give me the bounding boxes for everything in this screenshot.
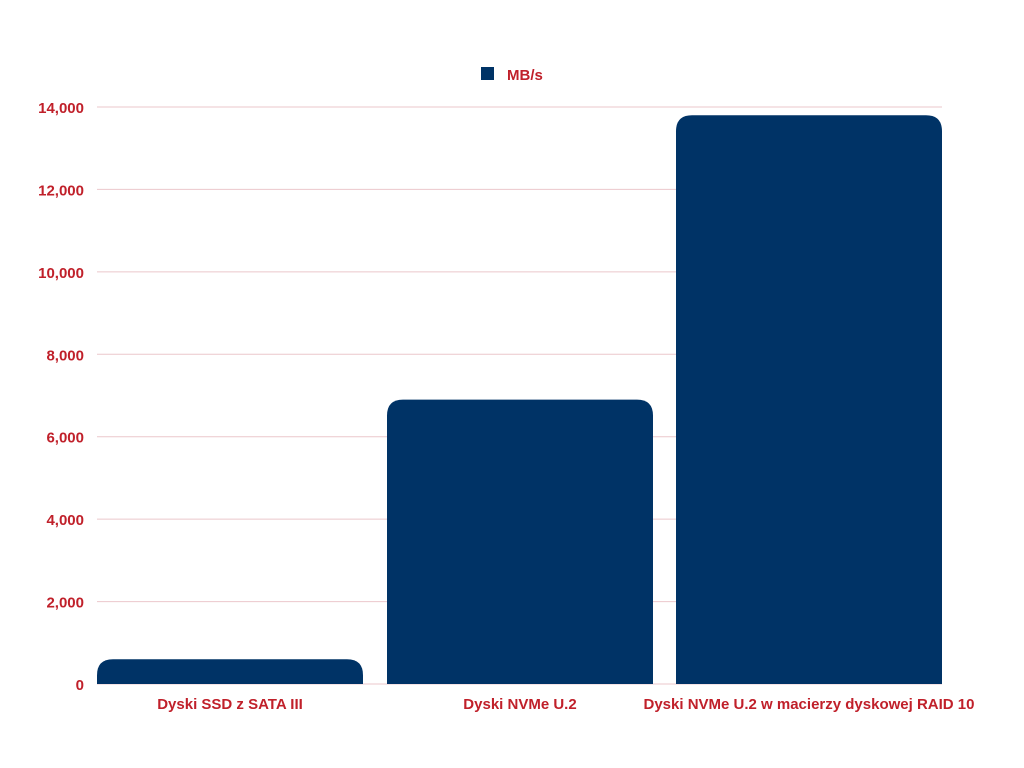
category-label: Dyski NVMe U.2 (463, 696, 576, 713)
y-tick-label: 2,000 (46, 595, 84, 612)
legend-swatch (481, 67, 494, 80)
bar-3 (676, 115, 942, 684)
y-tick-label: 8,000 (46, 347, 84, 364)
y-tick-label: 14,000 (38, 100, 84, 117)
y-tick-label: 6,000 (46, 430, 84, 447)
category-label: Dyski SSD z SATA III (157, 696, 303, 713)
category-label: Dyski NVMe U.2 w macierzy dyskowej RAID … (644, 696, 975, 713)
y-tick-label: 0 (76, 677, 84, 694)
y-axis-tick-labels: 0 2,000 4,000 6,000 8,000 10,000 12,000 14,000 (38, 100, 84, 694)
y-tick-label: 10,000 (38, 265, 84, 282)
bars (97, 115, 942, 684)
y-tick-label: 4,000 (46, 512, 84, 529)
bar-2 (387, 399, 653, 684)
legend-label: MB/s (507, 67, 543, 84)
legend: MB/s (481, 67, 543, 84)
y-tick-label: 12,000 (38, 182, 84, 199)
x-axis-category-labels: Dyski SSD z SATA III Dyski NVMe U.2 Dyski … (157, 696, 974, 713)
bar-1 (97, 659, 363, 684)
